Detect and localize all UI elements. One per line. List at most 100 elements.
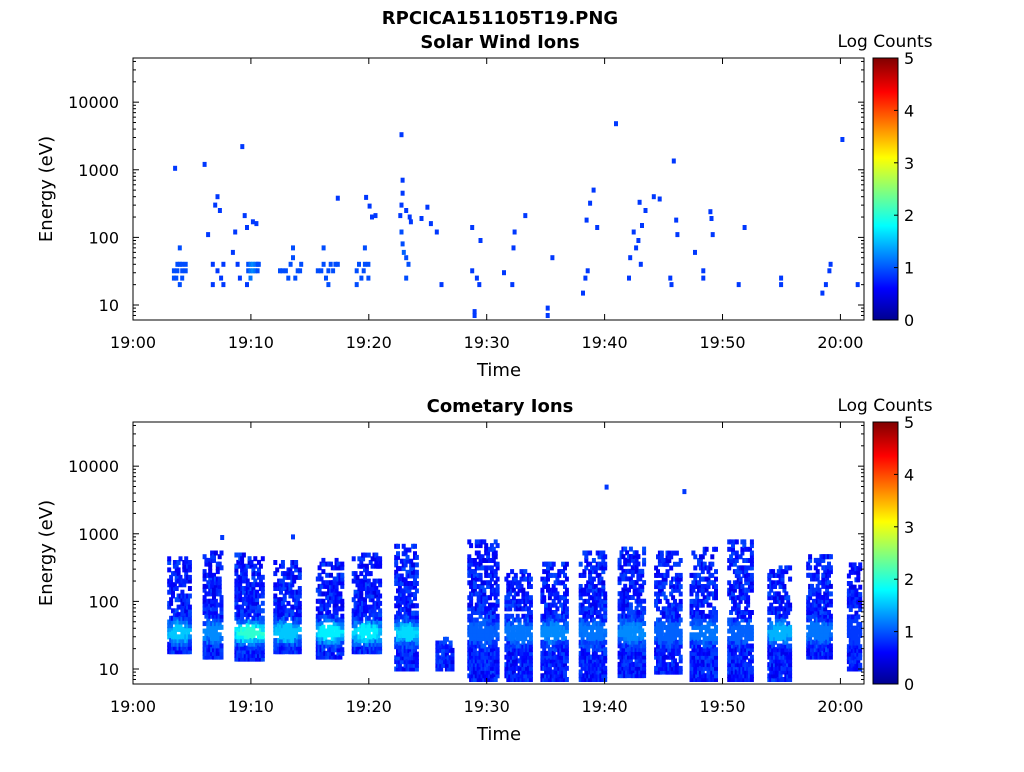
colorbar-tick-label: 0 [904, 311, 914, 330]
heatmap-cell [366, 276, 370, 281]
heatmap-cell [714, 547, 718, 552]
heatmap-cell [233, 230, 237, 235]
heatmap-cell [473, 313, 477, 318]
heatmap-cell [338, 591, 342, 596]
heatmap-cell [291, 245, 295, 250]
heatmap-cell [496, 632, 500, 637]
heatmap-cell [829, 614, 833, 619]
heatmap-cell [214, 551, 218, 556]
heatmap-cell [858, 585, 862, 590]
heatmap-cell [750, 573, 754, 578]
heatmap-cell [261, 601, 265, 606]
heatmap-cell [565, 640, 569, 645]
heatmap-cell [364, 195, 368, 200]
heatmap-cell [714, 569, 718, 574]
heatmap-cell [407, 548, 411, 553]
heatmap-cell [829, 554, 833, 559]
heatmap-cell [856, 282, 860, 287]
heatmap-cell [529, 610, 533, 615]
heatmap-cell [396, 551, 400, 556]
heatmap-cell [220, 625, 224, 630]
heatmap-cell [234, 553, 238, 558]
heatmap-cell [710, 554, 714, 559]
heatmap-cell [652, 194, 656, 199]
y-tick-label: 10 [99, 296, 119, 315]
heatmap-cell [781, 595, 785, 600]
heatmap-cell [829, 584, 833, 589]
heatmap-cell [623, 584, 627, 589]
heatmap-cell [371, 564, 375, 569]
heatmap-cell [321, 569, 325, 574]
heatmap-cell [629, 547, 633, 552]
heatmap-cell [605, 485, 609, 490]
heatmap-cells [167, 485, 862, 682]
heatmap-cell [818, 588, 822, 593]
heatmap-cell [858, 622, 862, 627]
heatmap-cell [216, 603, 220, 608]
heatmap-cell [231, 250, 235, 255]
heatmap-cell [638, 599, 642, 604]
heatmap-cell [514, 573, 518, 578]
heatmap-cell [373, 579, 377, 584]
heatmap-cell [363, 262, 367, 267]
heatmap-cell [642, 621, 646, 626]
heatmap-cell [679, 599, 683, 604]
heatmap-cell [518, 618, 522, 623]
heatmap-cell [667, 603, 671, 608]
heatmap-cell [366, 262, 370, 267]
heatmap-cell [679, 584, 683, 589]
x-tick-label: 20:00 [817, 697, 863, 716]
heatmap-cell [586, 621, 590, 626]
heatmap-cell [642, 558, 646, 563]
heatmap-cell [565, 666, 569, 671]
heatmap-cell [415, 570, 419, 575]
heatmap-cell [218, 577, 222, 582]
heatmap-cell [693, 554, 697, 559]
heatmap-cell [628, 255, 632, 260]
y-tick-label: 10000 [68, 93, 119, 112]
heatmap-cells [172, 121, 860, 318]
heatmap-cell [174, 276, 178, 281]
x-tick-label: 19:40 [582, 333, 628, 352]
heatmap-cell [627, 595, 631, 600]
heatmap-cell [253, 564, 257, 569]
heatmap-cell [319, 268, 323, 273]
heatmap-cell [818, 580, 822, 585]
heatmap-cell [634, 245, 638, 250]
heatmap-cell [365, 605, 369, 610]
x-tick-label: 19:50 [699, 697, 745, 716]
heatmap-cell [679, 592, 683, 597]
heatmap-cell [710, 573, 714, 578]
heatmap-cell [479, 573, 483, 578]
heatmap-cell [435, 230, 439, 235]
heatmap-cell [729, 584, 733, 589]
heatmap-cell [326, 282, 330, 287]
heatmap-cell [289, 262, 293, 267]
heatmap-cell [595, 225, 599, 230]
heatmap-cell [786, 595, 790, 600]
y-tick-label: 1000 [78, 161, 119, 180]
heatmap-cell [400, 230, 404, 235]
heatmap-cell [829, 565, 833, 570]
heatmap-cell [639, 262, 643, 267]
heatmap-cell [840, 137, 844, 142]
heatmap-cell [636, 562, 640, 567]
heatmap-cell [701, 268, 705, 273]
heatmap-cell [714, 647, 718, 652]
heatmap-cell [672, 159, 676, 164]
heatmap-cell [744, 547, 748, 552]
heatmap-cell [413, 544, 417, 549]
heatmap-cell [664, 655, 668, 660]
heatmap-cell [415, 555, 419, 560]
heatmap-cell [178, 245, 182, 250]
heatmap-cell [829, 632, 833, 637]
heatmap-cell [257, 262, 261, 267]
heatmap-cell [714, 584, 718, 589]
heatmap-cell [188, 586, 192, 591]
heatmap-cell [642, 606, 646, 611]
heatmap-cell [548, 640, 552, 645]
heatmap-cell [299, 262, 303, 267]
heatmap-cell [179, 556, 183, 561]
heatmap-cell [404, 255, 408, 260]
heatmap-cell [642, 599, 646, 604]
